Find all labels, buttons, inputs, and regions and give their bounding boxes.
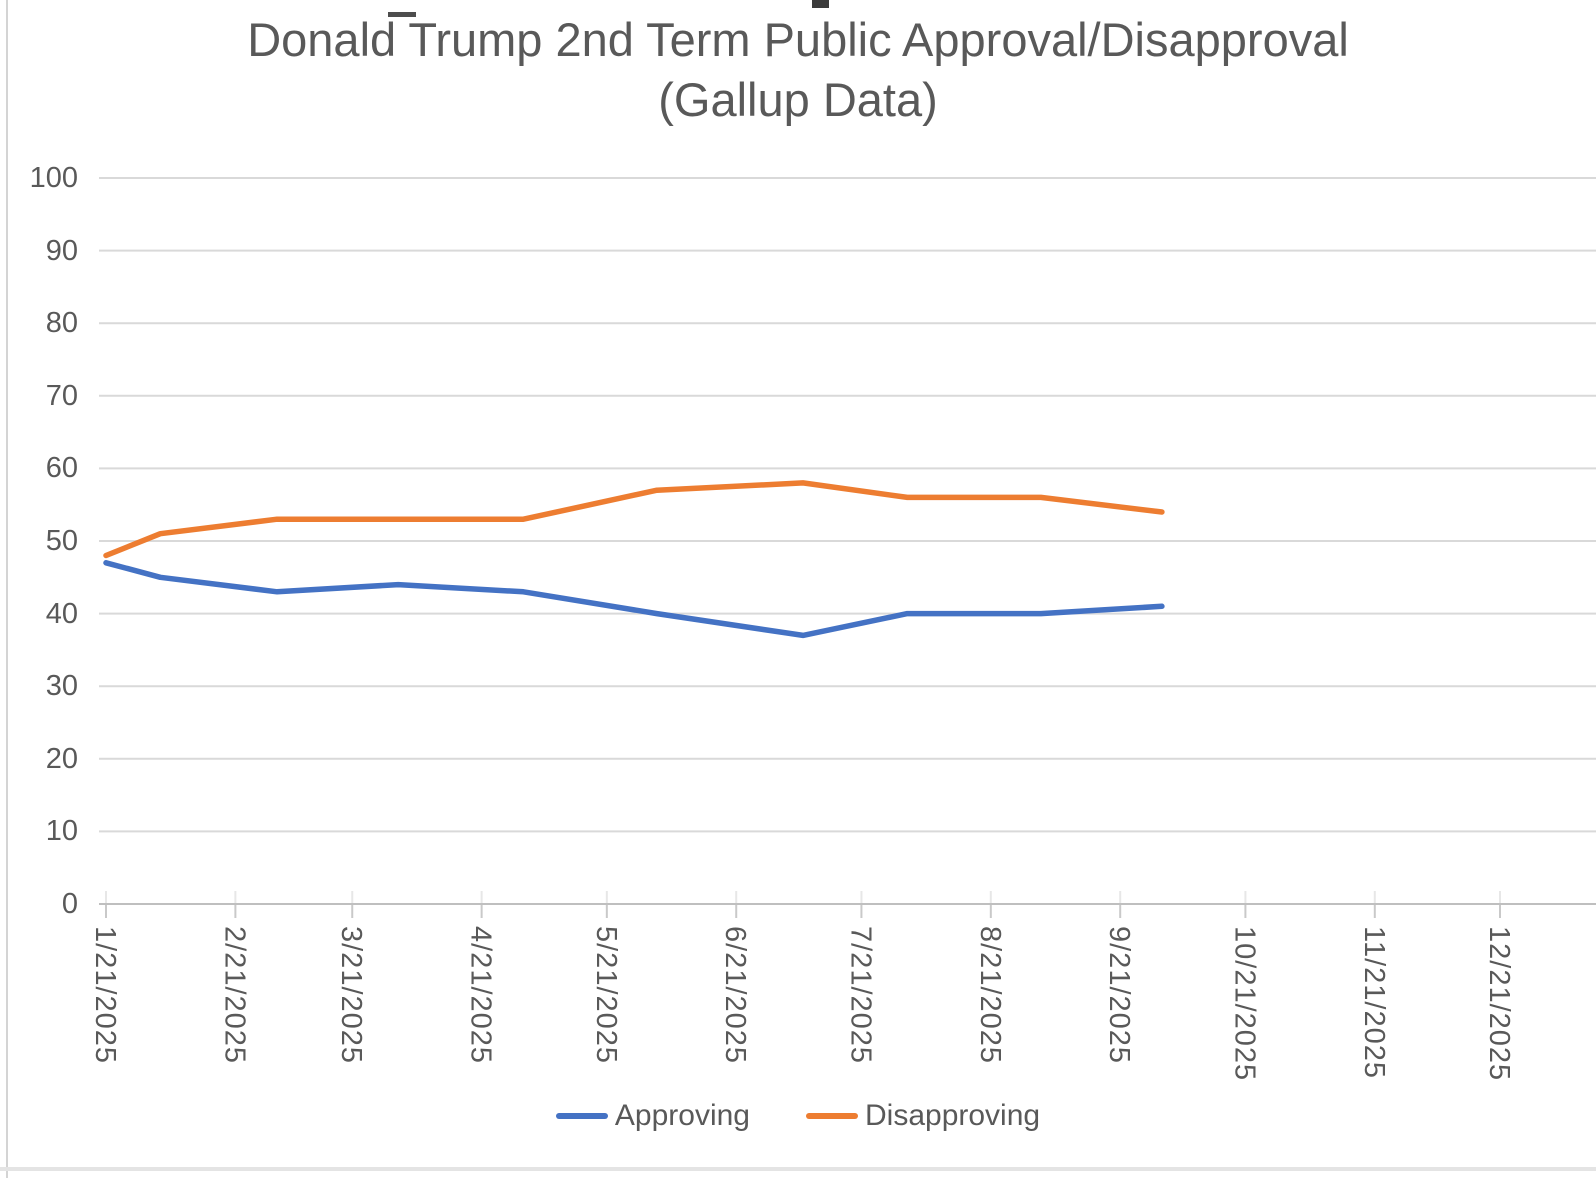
legend-label-approving: Approving <box>614 1099 750 1132</box>
screenshot-left-border <box>6 0 8 1178</box>
y-axis-label: 90 <box>45 234 78 267</box>
legend-label-disapproving: Disapproving <box>865 1099 1041 1132</box>
chart-title-line2: (Gallup Data) <box>658 73 938 126</box>
cropped-content-artifact <box>388 12 416 17</box>
legend-item-approving: Approving <box>555 1098 750 1134</box>
series-line-approving <box>103 560 1165 639</box>
series-line-disapproving <box>103 480 1165 559</box>
y-axis-label: 10 <box>45 815 78 848</box>
x-axis-label: 4/21/2025 <box>464 926 497 1065</box>
y-axis-label: 100 <box>29 162 78 194</box>
x-axis-label: 3/21/2025 <box>335 926 368 1065</box>
chart-title: Donald Trump 2nd Term Public Approval/Di… <box>0 10 1596 130</box>
screenshot-bottom-border <box>0 1167 1596 1171</box>
y-axis-label: 60 <box>45 452 78 485</box>
approving-line-swatch <box>555 1113 608 1119</box>
x-axis-label: 5/21/2025 <box>589 926 622 1065</box>
cropped-content-artifact <box>812 0 829 8</box>
y-axis-label: 30 <box>45 670 78 703</box>
x-axis-label: 7/21/2025 <box>844 926 877 1065</box>
x-axis-label: 6/21/2025 <box>719 926 752 1065</box>
x-axis-label: 12/21/2025 <box>1483 926 1515 1082</box>
y-axis-label: 20 <box>45 742 78 775</box>
x-axis-label: 1/21/2025 <box>89 926 121 1065</box>
legend: Approving Disapproving <box>0 1098 1596 1134</box>
chart-title-line1: Donald Trump 2nd Term Public Approval/Di… <box>247 13 1349 66</box>
disapproving-line-swatch <box>806 1113 858 1119</box>
x-axis-label: 8/21/2025 <box>973 926 1006 1065</box>
y-axis-label: 80 <box>45 307 78 340</box>
y-axis-label: 40 <box>45 597 78 630</box>
y-axis-label: 0 <box>61 888 78 920</box>
x-axis-label: 10/21/2025 <box>1228 926 1261 1082</box>
legend-item-disapproving: Disapproving <box>806 1098 1040 1134</box>
x-axis-label: 2/21/2025 <box>218 926 251 1065</box>
y-axis-label: 50 <box>45 525 78 557</box>
x-axis-label: 9/21/2025 <box>1103 926 1136 1065</box>
x-axis-label: 11/21/2025 <box>1357 926 1390 1079</box>
y-axis-label: 70 <box>45 379 78 412</box>
